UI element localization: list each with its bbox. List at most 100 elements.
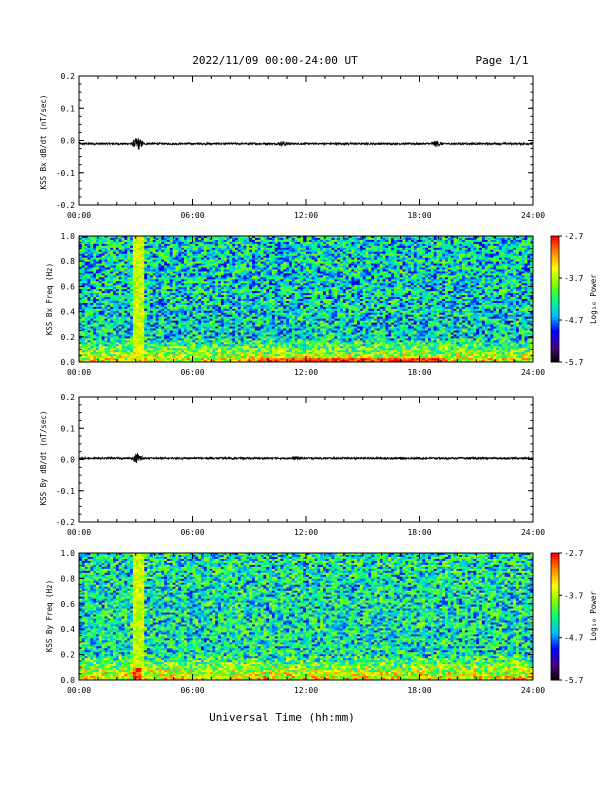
spectrogram-cell (101, 328, 105, 331)
spectrogram-cell (189, 316, 193, 320)
spectrogram-cell (263, 354, 267, 357)
spectrogram-cell (252, 352, 256, 355)
spectrogram-cell (90, 271, 94, 274)
spectrogram-cell (206, 241, 210, 245)
spectrogram-cell (203, 300, 208, 304)
spectrogram-cell (164, 328, 168, 331)
spectrogram-cell (237, 255, 242, 259)
spectrogram-cell (149, 306, 154, 310)
spectrogram-cell (166, 237, 171, 241)
spectrogram-cell (254, 312, 259, 316)
spectrogram-cell (130, 275, 134, 278)
spectrogram-cell (124, 360, 128, 363)
spectrogram-cell (266, 289, 270, 292)
spectrogram-cell (132, 289, 137, 292)
spectrogram-cell (96, 306, 100, 310)
spectrogram-cell (98, 243, 103, 247)
spectrogram-cell (147, 245, 151, 249)
spectrogram-cell (98, 293, 103, 296)
spectrogram-cell (269, 338, 273, 341)
spectrogram-cell (271, 289, 276, 292)
spectrogram-cell (195, 245, 199, 249)
spectrogram-cell (206, 269, 210, 272)
spectrogram-cell (107, 342, 111, 345)
spectrogram-cell (235, 297, 239, 300)
spectrogram-cell (87, 236, 91, 239)
spectrogram-cell (158, 314, 162, 318)
spectrogram-cell (107, 251, 111, 255)
spectrogram-cell (141, 308, 145, 312)
spectrogram-cell (141, 300, 145, 304)
spectrogram-cell (81, 300, 86, 304)
spectrogram-cell (130, 253, 134, 257)
spectrogram-cell (90, 326, 94, 329)
spectrogram-cell (101, 279, 105, 282)
spectrogram-cell (141, 251, 145, 255)
spectrogram-cell (263, 245, 267, 249)
spectrogram-cell (93, 293, 97, 296)
spectrogram-cell (223, 326, 227, 329)
spectrogram-cell (115, 251, 120, 255)
spectrogram-cell (240, 259, 244, 262)
spectrogram-cell (87, 350, 91, 353)
spectrogram-cell (223, 346, 227, 349)
spectrogram-cell (218, 279, 222, 282)
spectrogram-cell (175, 318, 179, 322)
spectrogram-cell (124, 237, 128, 241)
spectrogram-cell (249, 358, 253, 361)
spectrogram-cell (195, 267, 199, 270)
spectrogram-cell (263, 267, 267, 270)
spectrogram-cell (240, 350, 244, 353)
spectrogram-cell (183, 342, 188, 345)
spectrogram-cell (263, 251, 267, 255)
spectrogram-cell (110, 271, 114, 274)
spectrogram-cell (98, 326, 103, 329)
spectrogram-cell (201, 318, 205, 322)
spectrogram-cell (158, 287, 162, 290)
spectrogram-cell (164, 332, 168, 335)
spectrogram-cell (249, 247, 253, 251)
spectrogram-cell (113, 293, 117, 296)
spectrogram-cell (147, 297, 151, 300)
spectrogram-cell (87, 255, 91, 259)
spectrogram-cell (201, 241, 205, 245)
spectrogram-cell (138, 271, 142, 274)
spectrogram-cell (87, 253, 91, 257)
spectrogram-cell (206, 356, 210, 359)
spectrogram-cell (249, 261, 253, 264)
spectrogram-cell (81, 306, 86, 310)
spectrogram-cell (127, 269, 131, 272)
spectrogram-cell (246, 310, 250, 314)
spectrogram-cell (198, 241, 202, 245)
spectrogram-cell (235, 318, 239, 322)
spectrogram-cell (226, 277, 230, 280)
spectrogram-cell (232, 306, 236, 310)
spectrogram-cell (226, 241, 230, 245)
spectrogram-cell (121, 267, 125, 270)
spectrogram-cell (107, 247, 111, 251)
spectrogram-cell (113, 332, 117, 335)
spectrogram-cell (84, 241, 88, 245)
spectrogram-cell (235, 293, 239, 296)
spectrogram-cell (240, 247, 244, 251)
spectrogram-cell (201, 271, 205, 274)
spectrogram-cell (252, 293, 256, 296)
spectrogram-cell (249, 259, 253, 262)
spectrogram-cell (155, 350, 159, 353)
spectrogram-cell (178, 308, 182, 312)
spectrogram-cell (121, 263, 125, 266)
spectrogram-cell (90, 300, 94, 304)
spectrogram-cell (198, 239, 202, 243)
spectrogram-cell (147, 295, 151, 298)
spectrogram-cell (249, 236, 253, 239)
spectrogram-cell (166, 259, 171, 262)
spectrogram-cell (274, 239, 279, 243)
spectrogram-cell (164, 247, 168, 251)
spectrogram-cell (130, 352, 134, 355)
spectrogram-cell (223, 281, 227, 284)
spectrogram-cell (87, 312, 91, 316)
spectrogram-cell (223, 299, 227, 302)
spectrogram-cell (232, 299, 236, 302)
spectrogram-cell (110, 356, 114, 359)
spectrogram-cell (147, 251, 151, 255)
